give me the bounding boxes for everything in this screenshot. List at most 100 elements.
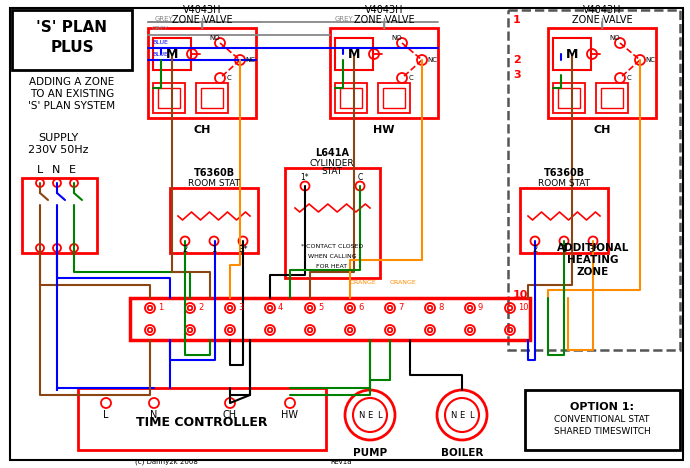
Text: BLUE: BLUE (152, 41, 168, 45)
Text: ROOM STAT: ROOM STAT (188, 178, 240, 188)
Text: ORANGE: ORANGE (390, 279, 417, 285)
Text: GREY: GREY (152, 27, 169, 31)
Text: ROOM STAT: ROOM STAT (538, 178, 590, 188)
Text: 3: 3 (513, 70, 521, 80)
Text: 5: 5 (318, 304, 323, 313)
Bar (196, 83, 228, 113)
Bar (22, 178, 97, 253)
Text: C: C (357, 174, 363, 183)
Bar (340, 88, 362, 108)
Bar (158, 88, 180, 108)
Text: GREY: GREY (155, 16, 174, 22)
Text: Rev1a: Rev1a (330, 459, 351, 465)
Text: ZONE VALVE: ZONE VALVE (354, 15, 414, 25)
Text: 1: 1 (513, 15, 521, 25)
Text: ZONE: ZONE (577, 267, 609, 277)
Text: PUMP: PUMP (353, 448, 387, 458)
Text: PLUS: PLUS (50, 41, 94, 56)
Text: 8: 8 (438, 304, 444, 313)
Text: L: L (37, 165, 43, 175)
Bar (553, 83, 585, 113)
Text: 'S' PLAN SYSTEM: 'S' PLAN SYSTEM (28, 101, 115, 111)
Text: * CONTACT CLOSED: * CONTACT CLOSED (301, 243, 363, 249)
Bar (153, 38, 191, 70)
Bar (335, 83, 367, 113)
Text: NC: NC (645, 57, 655, 63)
Text: L: L (104, 410, 109, 420)
Text: HW: HW (282, 410, 299, 420)
Bar (525, 390, 680, 450)
Text: C: C (409, 75, 414, 81)
Text: 230V 50Hz: 230V 50Hz (28, 145, 88, 155)
Text: T6360B: T6360B (193, 168, 235, 178)
Text: CONVENTIONAL STAT: CONVENTIONAL STAT (554, 416, 650, 424)
Bar (130, 298, 530, 340)
Text: WHEN CALLING: WHEN CALLING (308, 254, 356, 258)
Text: M: M (348, 47, 360, 60)
Text: BOILER: BOILER (441, 448, 483, 458)
Text: 3*: 3* (238, 246, 248, 255)
Bar (548, 28, 656, 118)
Text: 2: 2 (182, 246, 188, 255)
Text: 2: 2 (198, 304, 204, 313)
Bar (285, 168, 380, 278)
Text: 4: 4 (278, 304, 284, 313)
Text: ZONE VALVE: ZONE VALVE (172, 15, 233, 25)
Bar (201, 88, 223, 108)
Bar (520, 188, 608, 253)
Text: HW: HW (373, 125, 395, 135)
Text: CH: CH (593, 125, 611, 135)
Text: N: N (52, 165, 60, 175)
Text: HEATING: HEATING (567, 255, 619, 265)
Text: 1*: 1* (301, 174, 309, 183)
Text: TO AN EXISTING: TO AN EXISTING (30, 89, 114, 99)
Text: ORANGE: ORANGE (350, 279, 377, 285)
Text: M: M (566, 47, 578, 60)
Bar (78, 388, 326, 450)
Text: SUPPLY: SUPPLY (38, 133, 78, 143)
Bar (596, 83, 628, 113)
Text: 10: 10 (518, 304, 529, 313)
Text: NO: NO (610, 35, 620, 41)
Text: ADDITIONAL: ADDITIONAL (557, 243, 629, 253)
Text: L: L (377, 410, 382, 419)
Text: CH: CH (223, 410, 237, 420)
Bar (553, 38, 591, 70)
Text: 1: 1 (562, 246, 566, 255)
Text: 9: 9 (478, 304, 483, 313)
Text: E: E (460, 410, 464, 419)
Text: 'S' PLAN: 'S' PLAN (37, 21, 108, 36)
Text: STAT: STAT (322, 167, 342, 176)
Text: NC: NC (427, 57, 437, 63)
Text: C: C (227, 75, 232, 81)
Text: N: N (450, 410, 456, 419)
Text: ADDING A ZONE: ADDING A ZONE (30, 77, 115, 87)
Text: 2: 2 (513, 55, 521, 65)
Bar (335, 38, 373, 70)
Text: E: E (68, 165, 75, 175)
Text: C: C (627, 75, 632, 81)
Text: V4043H: V4043H (583, 5, 621, 15)
Bar (330, 28, 438, 118)
Bar (383, 88, 405, 108)
Text: 3*: 3* (588, 246, 598, 255)
Bar (601, 88, 623, 108)
Text: 6: 6 (358, 304, 364, 313)
Text: 2: 2 (533, 246, 538, 255)
Bar (153, 83, 185, 113)
Text: N: N (358, 410, 364, 419)
Text: L641A: L641A (315, 148, 349, 158)
Text: NO: NO (210, 35, 220, 41)
Text: E: E (367, 410, 373, 419)
Text: (c) Danny2k 2008: (c) Danny2k 2008 (135, 459, 198, 465)
Bar (148, 28, 256, 118)
Bar (170, 188, 258, 253)
Text: OPTION 1:: OPTION 1: (570, 402, 634, 412)
Bar (12, 10, 132, 70)
Text: NO: NO (392, 35, 402, 41)
Text: N: N (150, 410, 158, 420)
Text: V4043H: V4043H (365, 5, 403, 15)
Text: 3: 3 (238, 304, 244, 313)
Text: NC: NC (245, 57, 255, 63)
Text: M: M (166, 47, 178, 60)
